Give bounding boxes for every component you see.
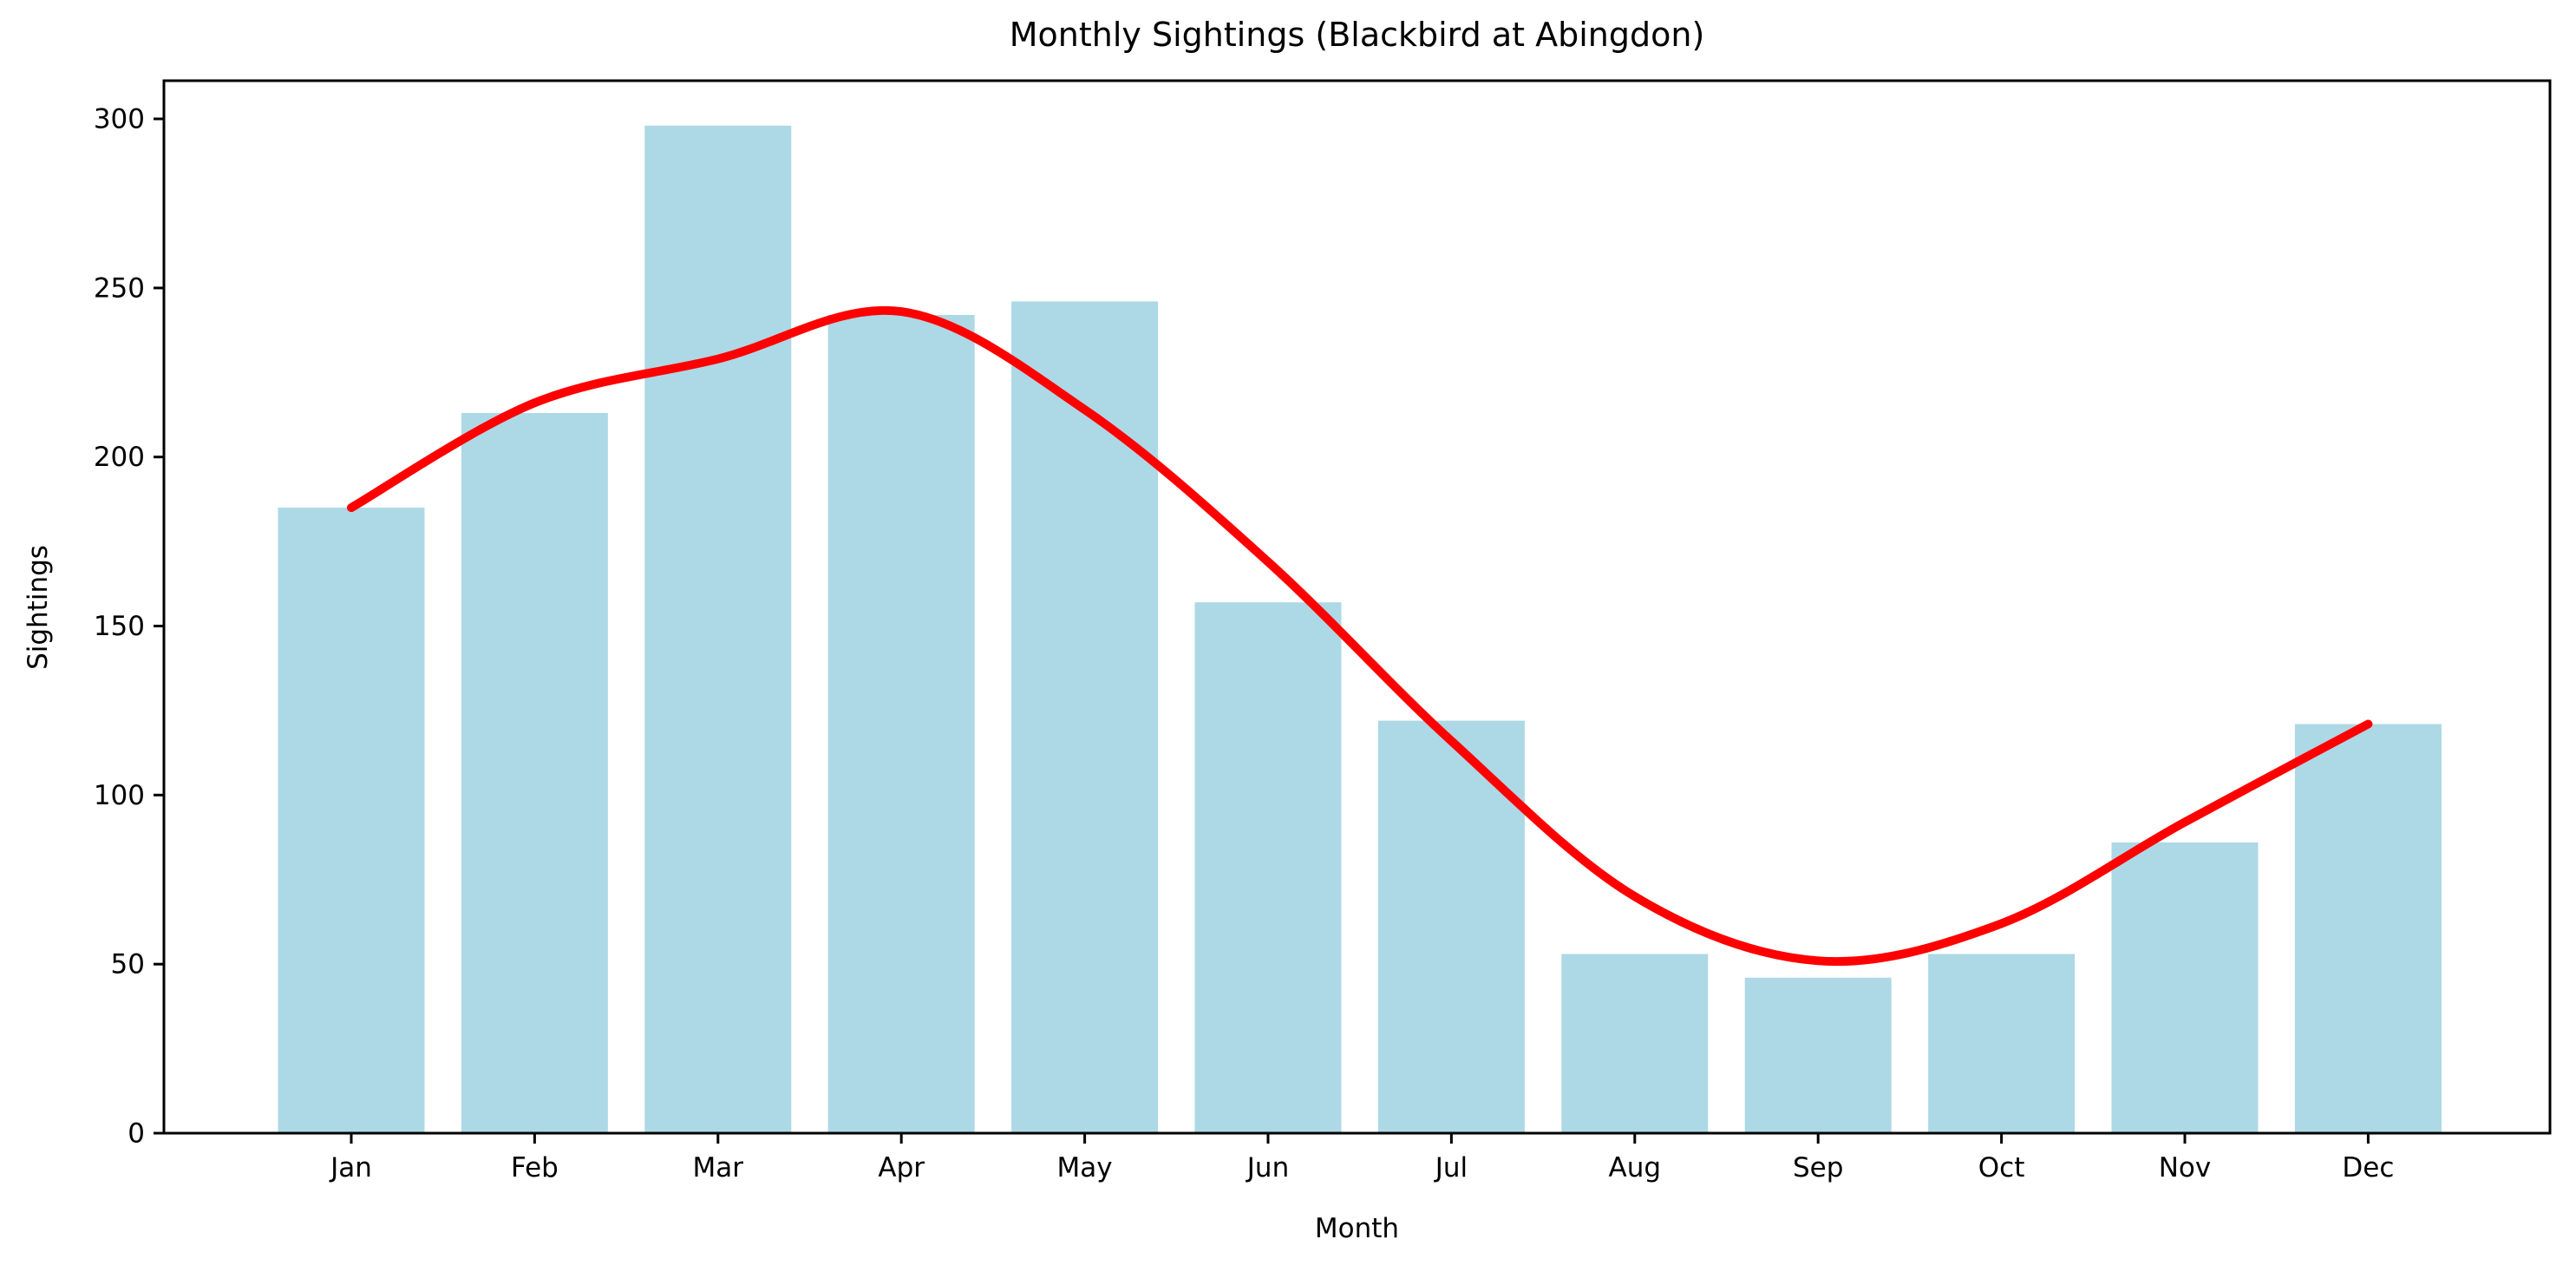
x-axis-label: Month: [1314, 1213, 1400, 1244]
x-tick-label: Jun: [1246, 1152, 1289, 1183]
trend-line: [347, 305, 2373, 967]
bar-mar: [644, 125, 792, 1133]
y-axis-label: Sightings: [23, 545, 54, 670]
x-tick-label: Oct: [1978, 1152, 2025, 1183]
bar-may: [1011, 301, 1159, 1133]
x-tick-label: Dec: [2342, 1152, 2394, 1183]
y-tick-label: 150: [94, 611, 145, 642]
bar-apr: [827, 315, 975, 1133]
y-tick-label: 50: [111, 949, 145, 980]
bar-jan: [278, 508, 425, 1133]
bar-nov: [2111, 842, 2259, 1133]
y-tick-label: 200: [94, 442, 145, 473]
bars-group: [278, 125, 2442, 1133]
bar-aug: [1561, 954, 1709, 1133]
x-tick-label: Mar: [693, 1152, 744, 1183]
y-tick-label: 0: [127, 1118, 145, 1150]
y-tick-label: 100: [94, 780, 145, 811]
bar-sep: [1744, 977, 1892, 1133]
bar-jun: [1194, 602, 1342, 1133]
x-tick-label: Jan: [329, 1152, 372, 1183]
x-tick-label: Jul: [1434, 1152, 1468, 1183]
bar-feb: [461, 413, 608, 1133]
trend-group: [347, 305, 2373, 967]
chart-title: Monthly Sightings (Blackbird at Abingdon…: [1009, 16, 1705, 54]
axes-group: 0 50 100 150 200 250 300 Jan Feb Mar Apr May Jun Jul A…: [94, 79, 2552, 1183]
bar-dec: [2294, 724, 2442, 1133]
x-tick-label: Apr: [878, 1152, 925, 1183]
x-tick-label: May: [1057, 1152, 1113, 1183]
y-tick-label: 250: [94, 272, 145, 304]
bar-oct: [1928, 954, 2076, 1133]
plot-border: [162, 79, 2552, 1135]
x-tick-label: Aug: [1609, 1152, 1662, 1183]
y-tick-label: 300: [94, 104, 145, 135]
x-tick-label: Sep: [1793, 1152, 1843, 1183]
bar-jul: [1377, 720, 1525, 1133]
x-tick-label: Nov: [2159, 1152, 2212, 1183]
x-tick-label: Feb: [511, 1152, 559, 1183]
